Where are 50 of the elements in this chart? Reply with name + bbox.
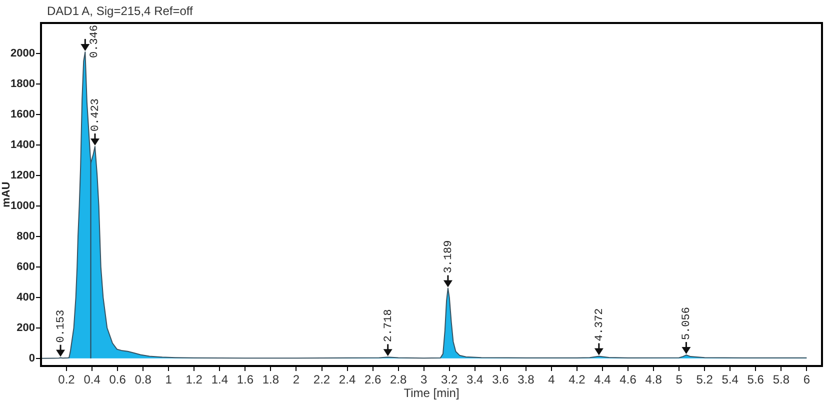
annotation: 4.372 [594,308,606,342]
x-tick-label: 4.4 [594,372,612,387]
x-tick-label: 2.8 [390,372,407,387]
x-tick-label: 4.2 [568,372,586,387]
annotation: 0.423 [90,98,102,132]
annotation: 5.056 [681,307,694,340]
y-tick-label: 1600 [10,108,35,120]
y-tick-label: 1200 [10,169,35,182]
x-tick-label: 4.8 [645,372,662,387]
x-tick-label: 5.4 [722,372,739,387]
x-tick-label: 6 [803,372,810,387]
x-tick-label: 3.6 [492,372,510,387]
x-tick-label: 0.6 [109,372,126,387]
annotation: 2.718 [382,309,395,342]
chart-title: DAD1 A, Sig=215,4 Ref=off [47,4,193,19]
y-tick-label: 1800 [10,78,35,90]
x-tick-label: 4 [548,372,556,387]
y-tick-label: 200 [16,322,35,334]
x-tick-label: 2.4 [338,372,356,387]
y-tick-label: 1000 [10,200,35,212]
annotation: 3.189 [442,240,455,274]
x-tick-label: 3 [420,372,428,387]
y-tick-label: 800 [16,230,35,242]
y-tick-label: 600 [16,260,35,273]
y-tick-label: 400 [16,291,35,304]
y-tick-label: 1400 [10,138,35,151]
y-tick-label: 2000 [10,48,35,60]
x-tick-label: 2.6 [364,372,382,387]
x-tick-label: 0.8 [134,372,152,387]
y-tick-label: 0 [28,352,35,364]
x-tick-label: 3.8 [518,372,535,387]
x-tick-label: 2 [292,372,300,387]
x-tick-label: 1 [165,372,172,387]
x-tick-label: 4.6 [620,372,637,387]
x-tick-label: 3.4 [466,372,484,387]
x-tick-label: 1.8 [262,372,280,387]
x-tick-label: 2.2 [313,372,330,387]
x-tick-label: 5.2 [696,372,714,387]
x-tick-label: 3.2 [441,372,458,387]
x-tick-label: 5.8 [772,372,790,387]
x-tick-label: 1.2 [186,372,203,387]
x-tick-label: 5 [676,372,683,387]
x-tick-label: 5.6 [747,372,764,387]
annotation: 0.346 [89,24,102,58]
x-tick-label: 1.4 [211,372,228,387]
annotation: 0.153 [55,310,68,343]
x-tick-label: 1.6 [236,372,254,387]
x-tick-label: 0.4 [84,372,101,387]
x-axis-title: Time [min] [404,386,460,400]
x-tick-label: 0.2 [58,372,76,387]
